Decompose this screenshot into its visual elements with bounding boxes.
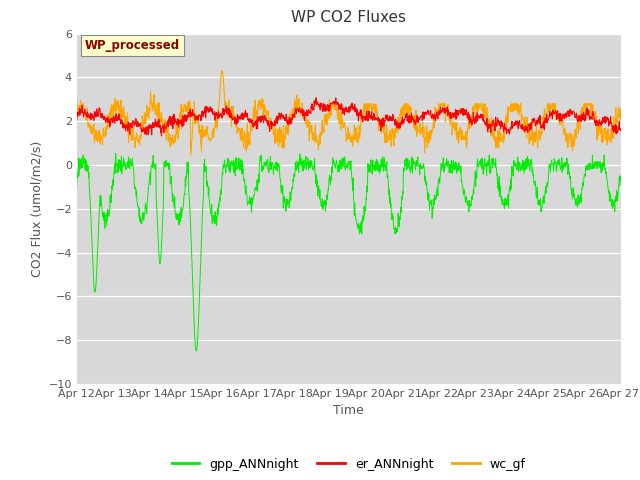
Legend: gpp_ANNnight, er_ANNnight, wc_gf: gpp_ANNnight, er_ANNnight, wc_gf — [167, 453, 531, 476]
X-axis label: Time: Time — [333, 405, 364, 418]
Text: WP_processed: WP_processed — [85, 39, 180, 52]
Title: WP CO2 Fluxes: WP CO2 Fluxes — [291, 11, 406, 25]
Y-axis label: CO2 Flux (umol/m2/s): CO2 Flux (umol/m2/s) — [30, 141, 43, 277]
